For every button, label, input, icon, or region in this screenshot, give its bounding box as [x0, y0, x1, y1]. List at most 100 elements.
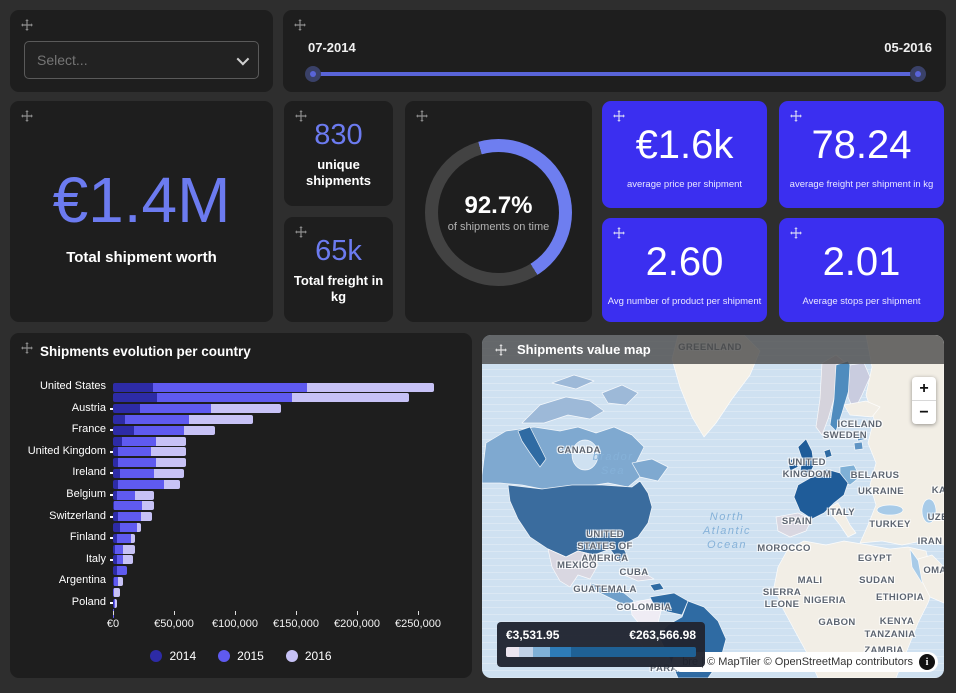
- bar-segment-2016: [188, 414, 254, 424]
- map-value-legend: €3,531.95 €263,566.98: [497, 622, 705, 667]
- bar-segment-2016: [306, 382, 434, 392]
- drag-handle-icon[interactable]: [294, 109, 308, 123]
- stacked-bar: [113, 468, 184, 478]
- bar-plot: United States Austria France United Kingdom…: [10, 333, 472, 678]
- bar-segment-2015: [121, 436, 156, 446]
- map-country-label: SWEDEN: [822, 430, 868, 441]
- kpi-total-worth-label: Total shipment worth: [66, 249, 217, 266]
- bar-segment-2015: [156, 393, 293, 403]
- bar-segment-2014: [113, 598, 114, 608]
- bar-chart-title: Shipments evolution per country: [40, 344, 251, 359]
- bar-segment-2014: [113, 414, 126, 424]
- bar-country-label: Argentina: [58, 574, 106, 587]
- bar-segment-2014: [113, 468, 121, 478]
- y-axis-tick: [110, 429, 115, 432]
- x-axis-tick-label: €0: [106, 618, 120, 630]
- map-country-label: CUBA: [619, 567, 649, 578]
- bar-segment-2016: [210, 404, 282, 414]
- x-axis-tick: [357, 611, 358, 615]
- kpi-avg-freight-card: 78.24 average freight per shipment in kg: [779, 101, 944, 208]
- map-country-label: SUDAN: [859, 575, 895, 586]
- bar-segment-2014: [113, 512, 118, 522]
- bar-segment-2014: [113, 425, 134, 435]
- legend-item-2016[interactable]: 2016: [285, 649, 332, 663]
- kpi-ontime-card: 92.7% of shipments on time: [405, 101, 592, 322]
- stacked-bar: [113, 414, 254, 424]
- legend-item-2014[interactable]: 2014: [150, 649, 196, 663]
- drag-handle-icon[interactable]: [494, 343, 508, 357]
- legend-item-2015[interactable]: 2015: [218, 649, 264, 663]
- kpi-total-freight-value: 65k: [315, 235, 362, 267]
- bar-segment-2014: [113, 458, 118, 468]
- drag-handle-icon[interactable]: [20, 18, 34, 32]
- y-axis-tick: [110, 450, 115, 453]
- drag-handle-icon[interactable]: [20, 109, 34, 123]
- map-zoom-control: + −: [912, 377, 936, 424]
- map-country-label: SPAIN: [781, 516, 813, 527]
- bar-country-label: United States: [39, 380, 106, 392]
- kpi-avg-price-value: €1.6k: [635, 123, 734, 167]
- bar-segment-2015: [117, 447, 151, 457]
- bar-country-label: Poland: [71, 596, 106, 608]
- map-country-label: ZAMBIA: [864, 645, 904, 656]
- kpi-unique-shipments-card: 830 unique shipments: [284, 101, 393, 206]
- bar-segment-2015: [120, 468, 155, 478]
- kpi-total-freight-card: 65k Total freight in kg: [284, 217, 393, 322]
- drag-handle-icon[interactable]: [415, 109, 429, 123]
- stacked-bar: [113, 587, 120, 597]
- map-country-label: KENYA: [879, 616, 915, 627]
- x-axis-tick: [296, 611, 297, 615]
- country-select[interactable]: Select...: [24, 41, 259, 79]
- bar-segment-2016: [134, 490, 155, 500]
- bar-segment-2014: [113, 576, 115, 586]
- bar-segment-2015: [125, 414, 189, 424]
- bar-segment-2016: [183, 425, 216, 435]
- legend-color-dot: [218, 650, 231, 662]
- x-axis-tick: [113, 611, 114, 615]
- kpi-unique-shipments-value: 830: [314, 119, 363, 151]
- kpi-unique-shipments-label: unique shipments: [305, 157, 371, 188]
- bar-country-label: Finland: [69, 531, 106, 544]
- bar-segment-2016: [164, 479, 181, 489]
- bar-segment-2016: [117, 576, 123, 586]
- y-axis-tick: [110, 537, 115, 540]
- drag-handle-icon[interactable]: [789, 226, 803, 240]
- drag-handle-icon[interactable]: [294, 225, 308, 239]
- y-axis-tick: [110, 407, 115, 410]
- map-country-label: COLOMBIA: [616, 602, 672, 613]
- drag-handle-icon[interactable]: [293, 18, 307, 32]
- date-start-label: 07-2014: [308, 40, 356, 55]
- bar-segment-2014: [113, 436, 122, 446]
- drag-handle-icon[interactable]: [612, 109, 626, 123]
- drag-handle-icon[interactable]: [789, 109, 803, 123]
- kpi-total-worth-card: €1.4M Total shipment worth: [10, 101, 273, 322]
- slider-handle-end[interactable]: [910, 66, 926, 82]
- bar-segment-2016: [292, 393, 410, 403]
- ramp-segment: [519, 647, 533, 657]
- map-country-label: MEXICO: [557, 560, 597, 571]
- filter-card: Select...: [10, 10, 273, 92]
- drag-handle-icon[interactable]: [20, 341, 34, 355]
- slider-handle-start[interactable]: [305, 66, 321, 82]
- stacked-bar: [113, 555, 133, 565]
- ramp-segment: [532, 647, 550, 657]
- bar-segment-2016: [114, 587, 120, 597]
- bar-segment-2015: [133, 425, 184, 435]
- y-axis-tick: [110, 558, 115, 561]
- date-range-slider[interactable]: [305, 66, 926, 82]
- map-color-ramp: [506, 647, 696, 657]
- bar-country-label: Italy: [85, 552, 106, 565]
- drag-handle-icon[interactable]: [612, 226, 626, 240]
- info-icon[interactable]: i: [919, 654, 935, 670]
- map-country-label: ICELAND: [837, 419, 883, 430]
- bar-segment-2015: [113, 587, 115, 597]
- ocean-label: brador Sea: [592, 451, 634, 477]
- legend-label: 2015: [237, 649, 264, 663]
- map-country-label: IRAN: [917, 536, 943, 547]
- zoom-out-button[interactable]: −: [919, 403, 929, 421]
- x-axis-tick: [418, 611, 419, 615]
- zoom-in-button[interactable]: +: [919, 379, 929, 397]
- bar-segment-2014: [113, 533, 117, 543]
- bar-chart-panel: Shipments evolution per country United S…: [10, 333, 472, 678]
- map-country-label: BELARUS: [850, 470, 900, 481]
